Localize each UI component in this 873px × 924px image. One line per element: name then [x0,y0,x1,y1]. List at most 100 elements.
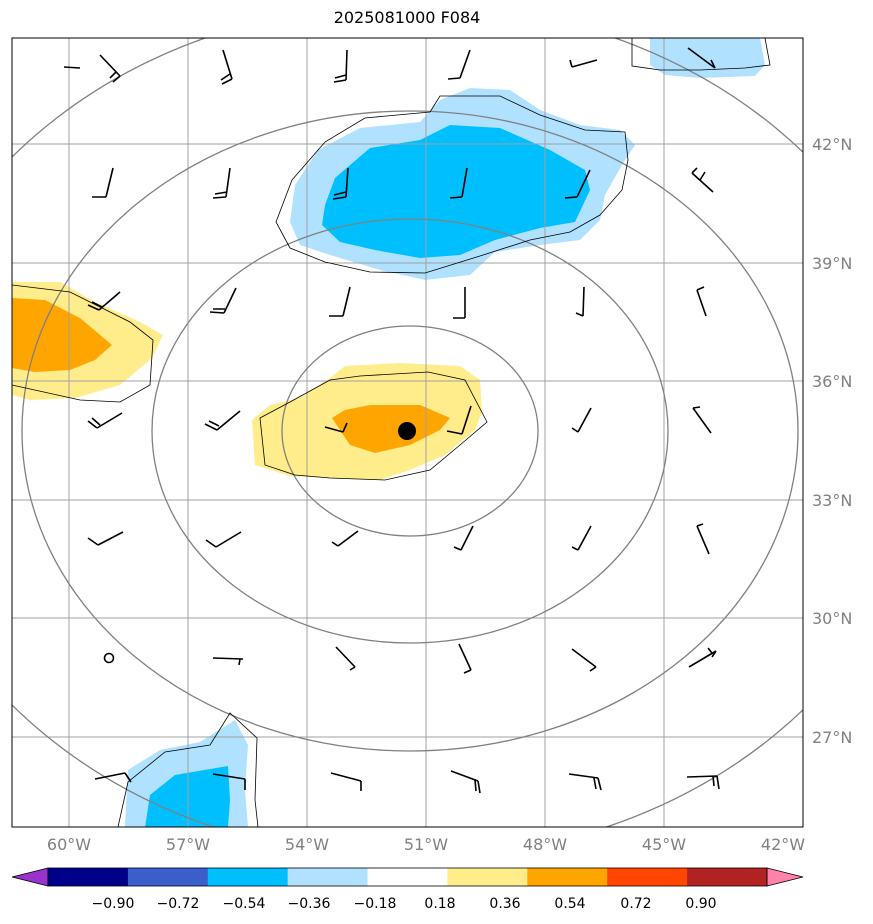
neg-shading-mid [322,125,590,258]
colorbar-segment [687,868,768,886]
contour-sw [117,712,259,827]
colorbar-segment [447,868,528,886]
colorbar-tick-label: −0.90 [92,896,135,912]
wind-barb [449,167,468,199]
lat-label: 30°N [812,609,852,628]
pos-shading-mid-c [332,405,450,453]
wind-barb [446,405,472,435]
colorbar-tick-label: 0.54 [554,896,585,912]
wind-barb [92,167,114,198]
contour-ne [631,38,771,71]
colorbar-tick-label: −0.18 [354,896,397,912]
wind-barb [568,773,602,791]
wind-barb [688,647,717,668]
wind-barb [571,407,592,433]
wind-barb [331,530,359,547]
pos-shading-mid-w [12,298,112,372]
range-rings [12,38,803,827]
colorbar [11,867,804,887]
storm-center-marker [398,422,416,440]
lat-label: 27°N [812,728,852,747]
wind-barb [453,525,474,551]
colorbar-tick-label: 0.72 [620,896,651,912]
calm-circle [103,652,115,664]
wind-barb [571,648,597,672]
wind-barb [691,167,714,193]
colorbar-tick-label: 0.36 [489,896,520,912]
colorbar-frame [47,867,768,887]
wind-barb [87,412,123,429]
wind-barb [447,49,471,80]
colorbar-tick-label: 0.90 [685,896,716,912]
wind-barb [329,286,351,317]
lat-label: 39°N [812,254,852,273]
colorbar-tick-label: −0.36 [288,896,331,912]
wind-barb [686,775,720,790]
wind-barb [209,287,237,314]
colorbar-segment [127,868,209,886]
wind-barb [571,525,592,551]
contour-n [275,95,629,274]
lat-labels: 42°N 39°N 36°N 33°N 30°N 27°N [812,135,852,747]
lon-label: 60°W [47,835,91,854]
wind-barb [220,49,233,85]
wind-barb [324,422,348,433]
neg-shading-light-ne [650,38,765,78]
wind-barb [564,169,591,199]
colorbar-extend-min [11,867,49,887]
map-frame [11,37,804,828]
wind-barb [212,773,246,790]
wind-barb [63,66,81,69]
colorbar-segment [607,868,688,886]
wind-barb [94,772,132,783]
colorbar-segment [287,868,369,886]
lon-labels: 60°W 57°W 54°W 51°W 48°W 45°W 42°W [47,835,805,854]
lat-label: 33°N [812,491,852,510]
colorbar-segment [48,868,129,886]
colorbar-tick-label: −0.54 [223,896,266,912]
colorbar-ticks: −0.90 −0.72 −0.54 −0.36 −0.18 0.18 0.36 … [92,896,717,912]
colorbar-tick-label: −0.72 [157,896,200,912]
wind-barb [696,286,707,317]
wind-barb [692,406,712,434]
contour-c [259,371,488,481]
wind-barb [569,59,598,68]
wind-barb [696,523,710,555]
wind-barb [458,643,472,674]
wind-barb [87,531,124,546]
wind-barb [333,49,348,83]
map-area [12,38,803,827]
wind-barb [575,286,585,317]
wind-barb [212,657,244,666]
lon-label: 45°W [642,835,686,854]
lon-label: 51°W [404,835,448,854]
wind-barb [204,410,241,431]
contour-w [12,284,154,403]
wind-barb [99,54,121,83]
wind-barb [687,47,716,69]
wind-barb [205,531,242,548]
colorbar-segment [527,868,608,886]
wind-barb [453,287,466,319]
colorbar-extend-max [766,867,804,887]
lon-label: 57°W [166,835,210,854]
wind-barb [332,167,349,200]
lon-label: 42°W [761,835,805,854]
map-title: 2025081000 F084 [333,8,481,27]
wind-barb [330,772,362,791]
lat-label: 36°N [812,372,852,391]
contours [12,38,771,827]
lon-label: 54°W [285,835,329,854]
gridlines [12,38,803,827]
wind-barbs [63,47,720,794]
lat-label: 42°N [812,135,852,154]
lon-label: 48°W [523,835,567,854]
wind-barb [87,291,121,311]
wind-barb [212,167,231,199]
colorbar-segment [367,868,448,886]
colorbar-tick-label: 0.18 [424,896,455,912]
wind-barb [450,770,481,794]
wind-barb [335,646,356,671]
colorbar-segment [207,868,289,886]
